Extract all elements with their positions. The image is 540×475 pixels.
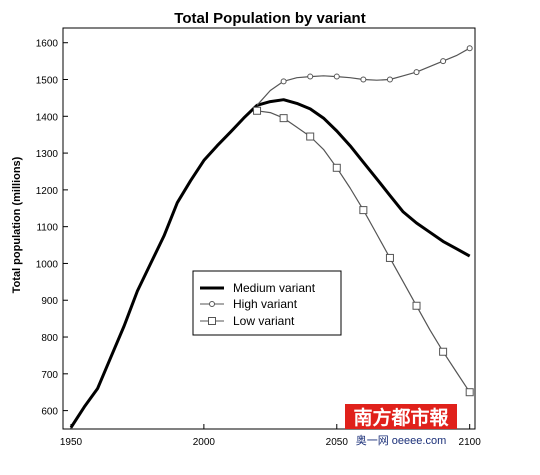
legend-label-low: Low variant [233, 314, 295, 328]
y-tick-label: 1400 [36, 112, 59, 123]
legend: Medium variant High variant Low variant [192, 270, 342, 336]
y-tick-label: 1300 [36, 149, 59, 160]
data-point-high-variant [386, 76, 393, 83]
y-tick-label: 600 [41, 407, 58, 418]
y-tick-label: 1000 [36, 259, 59, 270]
data-point-high-variant [466, 45, 473, 52]
data-point-high-variant [280, 78, 287, 85]
y-tick-label: 1100 [36, 223, 58, 234]
watermark: 南方都市報 奥一网 oeeee.com [345, 404, 457, 447]
legend-swatch-low-marker [208, 317, 216, 325]
x-tick-label: 1950 [60, 437, 83, 448]
x-tick-label: 2100 [459, 437, 482, 448]
x-tick-label: 2000 [193, 437, 216, 448]
y-tick-label: 1500 [36, 76, 59, 87]
y-axis: 600 700 800 900 1000 1100 1200 1300 1400 1500 1600 [36, 39, 68, 418]
y-axis-label: Total population (millions) [11, 156, 23, 293]
legend-swatch-high-marker [209, 301, 215, 307]
data-point-low-variant [306, 132, 315, 141]
y-tick-label: 700 [41, 370, 58, 381]
series-layer [69, 45, 474, 429]
legend-label-medium: Medium variant [233, 281, 316, 295]
data-point-high-variant [333, 73, 340, 80]
data-point-high-variant [440, 58, 447, 65]
data-point-low-variant [359, 206, 368, 215]
watermark-title: 南方都市報 [353, 406, 449, 429]
data-point-low-variant [465, 388, 474, 397]
data-point-low-variant [279, 114, 288, 123]
data-point-high-variant [360, 76, 367, 83]
data-point-low-variant [412, 301, 421, 310]
x-tick-label: 2050 [326, 437, 349, 448]
legend-label-high: High variant [233, 297, 298, 311]
data-point-high-variant [413, 69, 420, 76]
data-point-low-variant [332, 163, 341, 172]
data-point-low-variant [439, 347, 448, 356]
y-tick-label: 1200 [36, 186, 59, 197]
y-tick-label: 1600 [36, 39, 59, 50]
plot-frame [62, 27, 476, 430]
watermark-subtitle: 奥一网 oeeee.com [356, 433, 446, 447]
legend-box [192, 270, 342, 336]
y-tick-label: 800 [41, 333, 58, 344]
data-point-low-variant [253, 106, 262, 115]
data-point-low-variant [385, 253, 394, 262]
data-point-high-variant [307, 73, 314, 80]
series-line-medium-variant [69, 98, 471, 429]
watermark-badge [345, 404, 457, 429]
chart-title: Total Population by variant [174, 10, 365, 27]
y-tick-label: 900 [41, 296, 58, 307]
